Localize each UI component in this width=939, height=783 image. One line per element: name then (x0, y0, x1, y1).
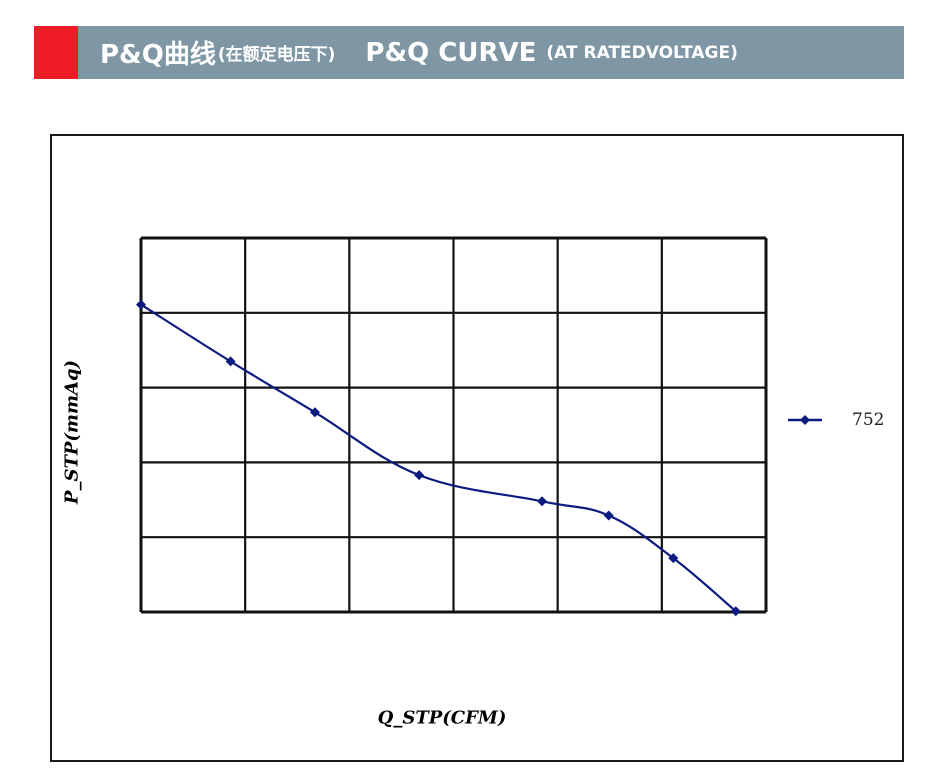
chart-grid (139, 236, 768, 614)
chart-legend: 752 (788, 408, 884, 432)
data-point-marker (225, 356, 236, 367)
y-axis-label: P_STP(mmAq) (61, 359, 83, 505)
page-title: P&Q曲线 (在额定电压下) P&Q CURVE (AT RATEDVOLTAG… (100, 26, 738, 79)
data-point-marker (309, 407, 320, 418)
header-accent-block (34, 26, 78, 79)
data-point-marker (603, 510, 614, 521)
legend-label: 752 (852, 410, 885, 430)
title-en-sub: (AT RATEDVOLTAGE) (546, 42, 738, 63)
header-bar (34, 26, 904, 79)
data-point-marker (414, 470, 425, 481)
title-cn: P&Q曲线 (100, 40, 216, 70)
data-point-marker (668, 553, 679, 564)
legend-diamond-line-icon (788, 415, 822, 425)
x-axis-label: Q_STP(CFM) (377, 707, 507, 729)
title-en: P&Q CURVE (365, 37, 537, 68)
data-point-marker (136, 299, 146, 310)
chart-series-752 (136, 299, 741, 617)
title-cn-sub: (在额定电压下) (217, 45, 336, 65)
data-point-marker (537, 496, 548, 507)
data-point-marker (730, 606, 741, 617)
